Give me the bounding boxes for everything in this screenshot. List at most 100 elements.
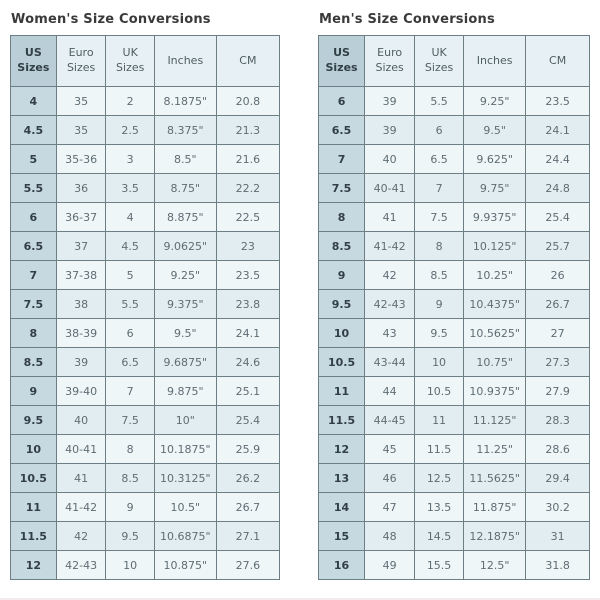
data-cell: 39 (55, 347, 107, 377)
data-cell: 4 (105, 202, 155, 232)
table-row: 16 49 15.5 12.5" 31.8 (317, 550, 590, 580)
us-size-cell: 15 (317, 521, 366, 551)
data-cell: 42 (364, 260, 416, 290)
column-header-euro-sizes: Euro Sizes (55, 35, 107, 87)
data-cell: 9.375" (153, 289, 217, 319)
table-row: 10 43 9.5 10.5625" 27 (317, 318, 590, 348)
data-cell: 6.5 (105, 347, 155, 377)
data-cell: 10.125" (462, 231, 527, 261)
column-header-uk-sizes: UK Sizes (414, 35, 464, 87)
data-cell: 8.5" (153, 144, 217, 174)
data-cell: 35 (55, 86, 107, 116)
data-cell: 10.5625" (462, 318, 527, 348)
us-size-cell: 9 (10, 376, 57, 406)
us-size-cell: 5.5 (10, 173, 57, 203)
data-cell: 9.5 (414, 318, 464, 348)
data-cell: 6 (105, 318, 155, 348)
data-cell: 24.1 (525, 115, 590, 145)
data-cell: 26.7 (215, 492, 281, 522)
data-cell: 11.25" (462, 434, 527, 464)
data-cell: 25.4 (215, 405, 281, 435)
data-cell: 25.9 (215, 434, 281, 464)
us-size-cell: 12 (317, 434, 366, 464)
column-header-uk-sizes: UK Sizes (105, 35, 155, 87)
us-size-cell: 10 (317, 318, 366, 348)
data-cell: 25.4 (525, 202, 590, 232)
us-size-cell: 4.5 (10, 115, 57, 145)
data-cell: 10.9375" (462, 376, 527, 406)
data-cell: 41 (55, 463, 107, 493)
data-cell: 25.1 (215, 376, 281, 406)
data-cell: 8 (105, 434, 155, 464)
data-cell: 8.5 (105, 463, 155, 493)
data-cell: 4.5 (105, 231, 155, 261)
data-cell: 39 (364, 86, 416, 116)
data-cell: 27.3 (525, 347, 590, 377)
data-cell: 8.5 (414, 260, 464, 290)
data-cell: 9.25" (462, 86, 527, 116)
data-cell: 9.5" (462, 115, 527, 145)
data-cell: 23.5 (525, 86, 590, 116)
us-size-cell: 13 (317, 463, 366, 493)
data-cell: 12.1875" (462, 521, 527, 551)
data-cell: 24.1 (215, 318, 281, 348)
header-row: US Sizes Euro Sizes UK Sizes Inches CM (317, 35, 590, 87)
data-cell: 15.5 (414, 550, 464, 580)
us-size-cell: 14 (317, 492, 366, 522)
data-cell: 7 (414, 173, 464, 203)
data-cell: 22.2 (215, 173, 281, 203)
data-cell: 27.1 (215, 521, 281, 551)
data-cell: 39 (364, 115, 416, 145)
us-size-cell: 7 (10, 260, 57, 290)
data-cell: 9.9375" (462, 202, 527, 232)
data-cell: 10.1875" (153, 434, 217, 464)
us-size-cell: 6.5 (10, 231, 57, 261)
table-row: 7.5 38 5.5 9.375" 23.8 (10, 289, 281, 319)
us-size-cell: 8 (10, 318, 57, 348)
data-cell: 23.5 (215, 260, 281, 290)
data-cell: 36-37 (55, 202, 107, 232)
data-cell: 22.5 (215, 202, 281, 232)
us-size-cell: 9.5 (10, 405, 57, 435)
table-row: 9.5 42-43 9 10.4375" 26.7 (317, 289, 590, 319)
data-cell: 11.5625" (462, 463, 527, 493)
data-cell: 35 (55, 115, 107, 145)
data-cell: 8.875" (153, 202, 217, 232)
us-size-cell: 10.5 (317, 347, 366, 377)
data-cell: 12.5" (462, 550, 527, 580)
us-size-cell: 6.5 (317, 115, 366, 145)
data-cell: 25.7 (525, 231, 590, 261)
table-row: 9 39-40 7 9.875" 25.1 (10, 376, 281, 406)
data-cell: 2.5 (105, 115, 155, 145)
table-row: 12 45 11.5 11.25" 28.6 (317, 434, 590, 464)
table-row: 11.5 42 9.5 10.6875" 27.1 (10, 521, 281, 551)
table-row: 9.5 40 7.5 10" 25.4 (10, 405, 281, 435)
data-cell: 8.1875" (153, 86, 217, 116)
data-cell: 23 (215, 231, 281, 261)
data-cell: 31.8 (525, 550, 590, 580)
us-size-cell: 9 (317, 260, 366, 290)
mens-conversion-table: US Sizes Euro Sizes UK Sizes Inches CM 6… (317, 35, 590, 580)
table-row: 7 40 6.5 9.625" 24.4 (317, 144, 590, 174)
us-size-cell: 7 (317, 144, 366, 174)
womens-conversion-section: Women's Size Conversions US Sizes Euro S… (10, 10, 281, 580)
data-cell: 27 (525, 318, 590, 348)
data-cell: 49 (364, 550, 416, 580)
data-cell: 41-42 (364, 231, 416, 261)
data-cell: 5 (105, 260, 155, 290)
data-cell: 40-41 (364, 173, 416, 203)
table-row: 14 47 13.5 11.875" 30.2 (317, 492, 590, 522)
data-cell: 10.3125" (153, 463, 217, 493)
data-cell: 28.3 (525, 405, 590, 435)
data-cell: 9.5 (105, 521, 155, 551)
data-cell: 9.625" (462, 144, 527, 174)
table-row: 6 39 5.5 9.25" 23.5 (317, 86, 590, 116)
data-cell: 39-40 (55, 376, 107, 406)
data-cell: 35-36 (55, 144, 107, 174)
data-cell: 14.5 (414, 521, 464, 551)
us-size-cell: 5 (10, 144, 57, 174)
data-cell: 40 (364, 144, 416, 174)
data-cell: 26.7 (525, 289, 590, 319)
data-cell: 29.4 (525, 463, 590, 493)
